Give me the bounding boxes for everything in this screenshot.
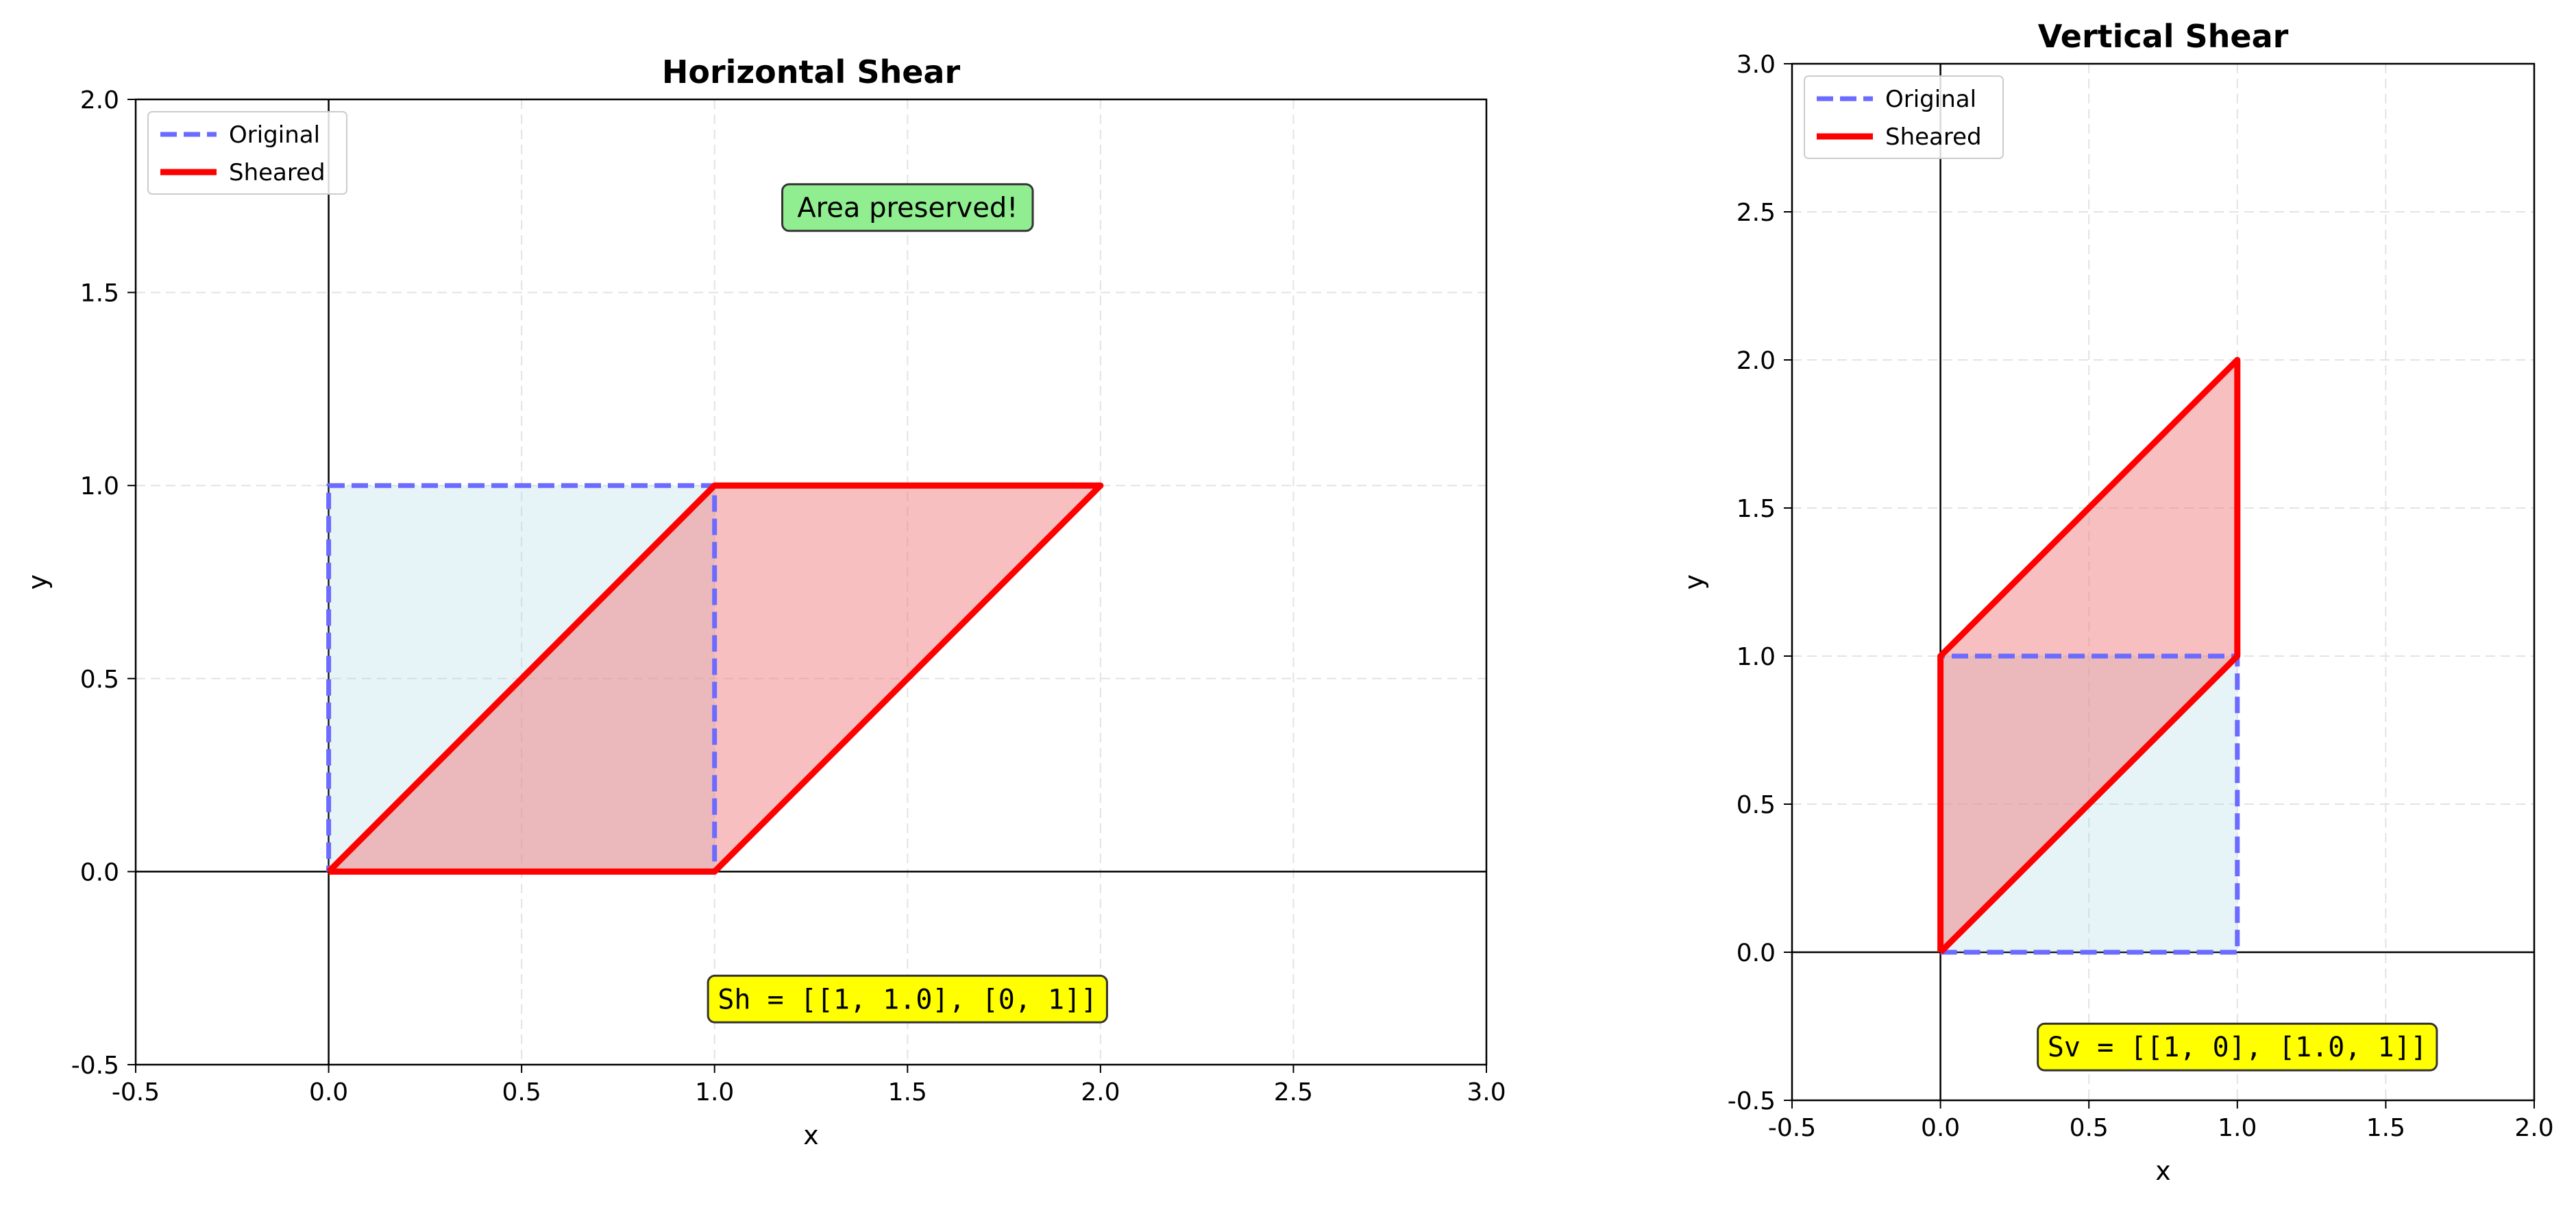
x-tick-label: -0.5	[112, 1078, 160, 1106]
chart-title: Vertical Shear	[2038, 18, 2289, 55]
x-tick-label: 3.0	[1467, 1078, 1506, 1106]
x-tick-label: 1.0	[695, 1078, 734, 1106]
y-tick-label: -0.5	[71, 1052, 119, 1080]
y-tick-label: 2.0	[80, 86, 119, 114]
y-tick-label: 1.0	[1737, 643, 1776, 671]
legend-label-sheared: Sheared	[1885, 123, 1982, 151]
x-tick-label: 0.5	[2070, 1114, 2109, 1142]
annotation-box	[781, 183, 1034, 232]
x-tick-label: 0.0	[1921, 1114, 1960, 1142]
y-tick-label: 1.0	[80, 472, 119, 500]
annotations: Area preserved! Sh = [[1, 1.0], [0, 1]]	[707, 183, 1108, 1024]
y-tick-label: 0.5	[1737, 791, 1776, 819]
y-ticks: -0.5 0.0 0.5 1.0 1.5 2.0 2.5 3.0	[1728, 51, 1792, 1115]
chart-title: Horizontal Shear	[662, 53, 961, 90]
legend: Original Sheared	[147, 111, 347, 195]
fill-sheared	[1940, 360, 2237, 952]
x-ticks: -0.5 0.0 0.5 1.0 1.5 2.0 2.5 3.0	[112, 1065, 1506, 1106]
chart-vertical-shear: -0.5 0.0 0.5 1.0 1.5 2.0 -0.5 0.0 0.5 1.0 1.5 2.0 2…	[1679, 18, 2554, 1186]
annotation-text: Area preserved!	[797, 193, 1018, 224]
x-axis-label: x	[2155, 1156, 2171, 1186]
x-tick-label: 0.5	[502, 1078, 541, 1106]
y-axis-label: y	[1679, 574, 1709, 590]
outline-sheared	[326, 482, 1104, 875]
legend: Original Sheared	[1804, 75, 2004, 159]
x-tick-label: 1.5	[888, 1078, 927, 1106]
annotation-text: Sv = [[1, 0], [1.0, 1]]	[2048, 1032, 2427, 1063]
legend-label-original: Original	[229, 121, 320, 149]
legend-label-sheared: Sheared	[229, 159, 326, 186]
annotations: Sv = [[1, 0], [1.0, 1]]	[2037, 1022, 2438, 1072]
x-axis-label: x	[803, 1120, 819, 1150]
y-ticks: -0.5 0.0 0.5 1.0 1.5 2.0	[71, 86, 136, 1080]
x-tick-label: 2.0	[1081, 1078, 1120, 1106]
x-tick-label: -0.5	[1768, 1114, 1816, 1142]
y-axis-label: y	[23, 574, 53, 590]
annotation-box	[707, 974, 1108, 1024]
fill-sheared	[328, 485, 1101, 872]
plot-frame	[134, 98, 1488, 1066]
annotation-box	[2037, 1022, 2438, 1072]
y-tick-label: 3.0	[1737, 51, 1776, 79]
shapes	[326, 482, 1104, 875]
y-tick-label: 1.5	[80, 280, 119, 308]
x-ticks: -0.5 0.0 0.5 1.0 1.5 2.0	[1768, 1100, 2554, 1142]
y-tick-label: 0.0	[1737, 939, 1776, 967]
annotation-text: Sh = [[1, 1.0], [0, 1]]	[717, 984, 1097, 1015]
x-tick-label: 0.0	[309, 1078, 348, 1106]
shapes	[1937, 356, 2241, 955]
x-tick-label: 1.0	[2218, 1114, 2257, 1142]
plot-frame	[1791, 62, 2536, 1102]
y-tick-label: 0.5	[80, 666, 119, 694]
y-tick-label: -0.5	[1728, 1087, 1776, 1115]
chart-horizontal-shear: -0.5 0.0 0.5 1.0 1.5 2.0 2.5 3.0 -0.5 0.0 0.5 1.0 1…	[23, 53, 1506, 1150]
y-tick-label: 2.5	[1737, 199, 1776, 227]
y-tick-label: 1.5	[1737, 495, 1776, 523]
y-tick-label: 2.0	[1737, 347, 1776, 375]
x-tick-label: 2.0	[2514, 1114, 2553, 1142]
outline-sheared	[1937, 356, 2241, 955]
x-tick-label: 1.5	[2366, 1114, 2405, 1142]
y-tick-label: 0.0	[80, 858, 119, 886]
x-tick-label: 2.5	[1274, 1078, 1313, 1106]
legend-label-original: Original	[1885, 86, 1976, 113]
